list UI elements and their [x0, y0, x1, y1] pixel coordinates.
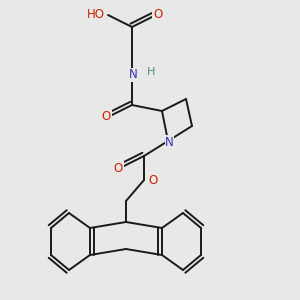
Text: HO: HO	[87, 8, 105, 21]
Text: N: N	[129, 68, 138, 82]
Text: H: H	[147, 67, 156, 77]
Text: O: O	[114, 161, 123, 175]
Text: O: O	[148, 173, 158, 187]
Text: N: N	[165, 136, 174, 149]
Text: O: O	[153, 8, 162, 21]
Text: O: O	[102, 110, 111, 124]
